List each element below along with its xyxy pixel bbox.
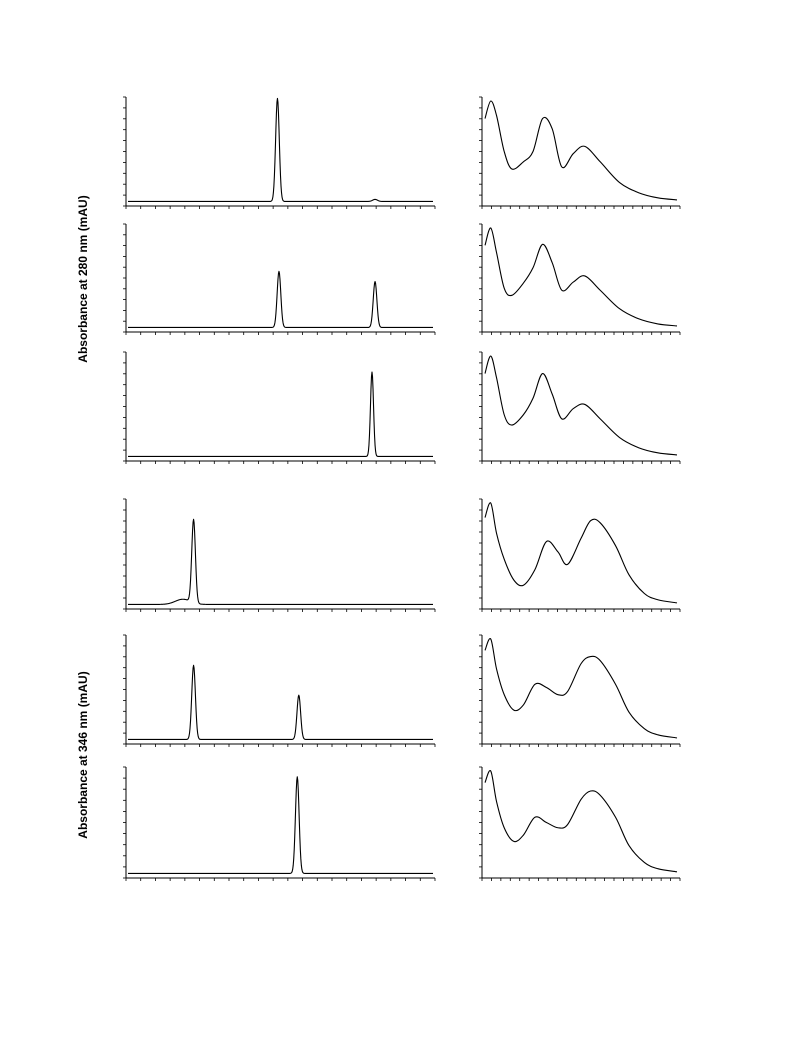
spectrum-g1-r0-panel <box>479 498 681 612</box>
spectrum-g1-r2-panel <box>479 766 681 881</box>
chromatogram-g1-r0-trace <box>127 518 434 605</box>
spectrum-g1-r1-trace <box>484 638 678 739</box>
chromatogram-g1-r1-trace <box>127 664 434 741</box>
chromatogram-g1-r1-panel <box>123 634 436 747</box>
group-label-346nm: Absorbance at 346 nm (mAU) <box>76 671 90 838</box>
group-label-280nm: Absorbance at 280 nm (mAU) <box>76 195 90 362</box>
spectrum-g1-r1-panel <box>479 634 681 747</box>
chromatogram-g1-r2-panel <box>123 766 436 881</box>
spectrum-g0-r2-trace <box>484 355 678 456</box>
spectrum-g1-r2-trace <box>484 770 678 873</box>
spectrum-g0-r2-panel <box>479 351 681 464</box>
spectrum-g0-r1-trace <box>484 227 678 327</box>
chromatogram-g0-r1-trace <box>127 270 434 329</box>
chromatogram-g1-r2-trace <box>127 776 434 874</box>
spectrum-g0-r1-panel <box>479 223 681 335</box>
y-axis-label-346nm: Absorbance at 346 nm (mAU) <box>76 671 90 838</box>
panels <box>123 96 681 881</box>
spectrum-g0-r0-trace <box>484 100 678 201</box>
chromatogram-g0-r2-panel <box>123 351 436 464</box>
chromatogram-g0-r0-trace <box>127 97 434 203</box>
spectrum-g1-r0-trace <box>484 502 678 604</box>
chromatogram-g0-r1-panel <box>123 223 436 335</box>
chromatogram-g1-r0-panel <box>123 498 436 612</box>
y-axis-label-280nm: Absorbance at 280 nm (mAU) <box>76 195 90 362</box>
chromatogram-g0-r0-panel <box>123 96 436 209</box>
chromatogram-g0-r2-trace <box>127 371 434 457</box>
spectrum-g0-r0-panel <box>479 96 681 209</box>
